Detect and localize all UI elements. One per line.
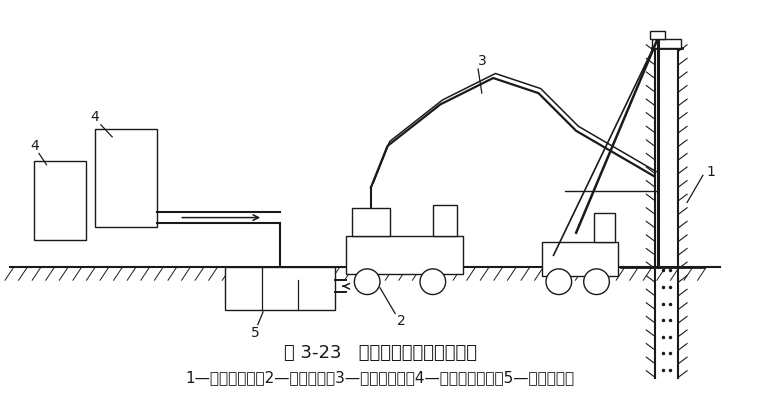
Text: 图 3-23   钻孔压浆灌注桩工艺流程: 图 3-23 钻孔压浆灌注桩工艺流程 xyxy=(283,344,477,362)
FancyBboxPatch shape xyxy=(34,161,86,240)
FancyBboxPatch shape xyxy=(346,237,463,274)
FancyBboxPatch shape xyxy=(594,213,615,242)
FancyBboxPatch shape xyxy=(652,39,681,48)
FancyBboxPatch shape xyxy=(432,205,457,237)
Circle shape xyxy=(420,269,445,294)
Circle shape xyxy=(354,269,380,294)
Text: 5: 5 xyxy=(251,326,260,340)
FancyBboxPatch shape xyxy=(95,129,157,227)
FancyBboxPatch shape xyxy=(650,31,665,39)
FancyBboxPatch shape xyxy=(352,208,390,237)
Circle shape xyxy=(584,269,610,294)
Text: 4: 4 xyxy=(30,139,39,153)
Text: 4: 4 xyxy=(90,110,100,124)
FancyBboxPatch shape xyxy=(542,242,618,276)
Text: 2: 2 xyxy=(397,314,406,328)
Text: 3: 3 xyxy=(477,54,486,68)
Circle shape xyxy=(546,269,572,294)
Text: 1: 1 xyxy=(706,165,715,179)
FancyBboxPatch shape xyxy=(225,266,334,310)
Text: 1—长螺栓钻机；2—高压泵车；3—高压输浆管；4—水泥浆搅拌桶；5—灰浆过滤池: 1—长螺栓钻机；2—高压泵车；3—高压输浆管；4—水泥浆搅拌桶；5—灰浆过滤池 xyxy=(185,370,575,385)
